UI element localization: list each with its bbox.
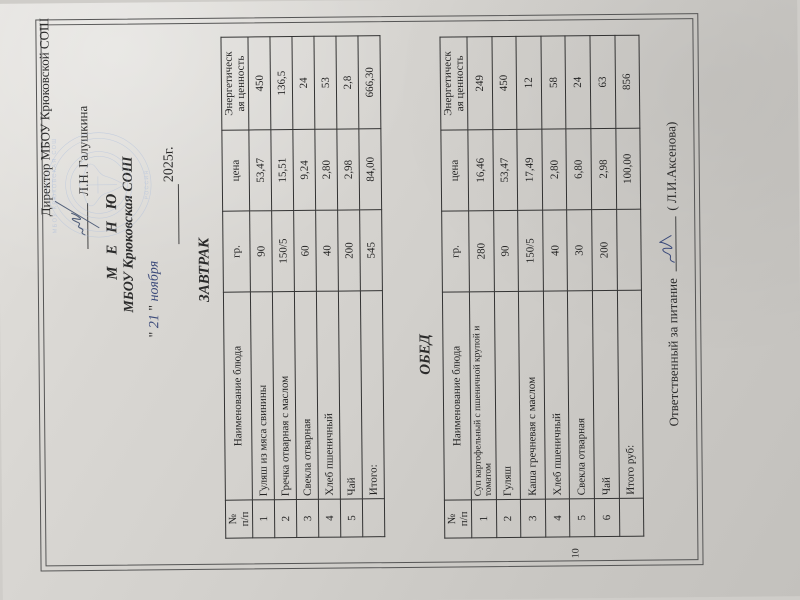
- svg-text:РОССИЯ: РОССИЯ: [144, 169, 150, 199]
